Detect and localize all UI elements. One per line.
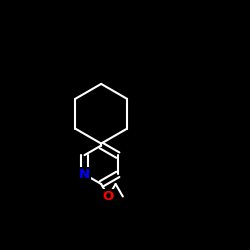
- Text: N: N: [79, 168, 90, 181]
- Text: O: O: [103, 190, 114, 203]
